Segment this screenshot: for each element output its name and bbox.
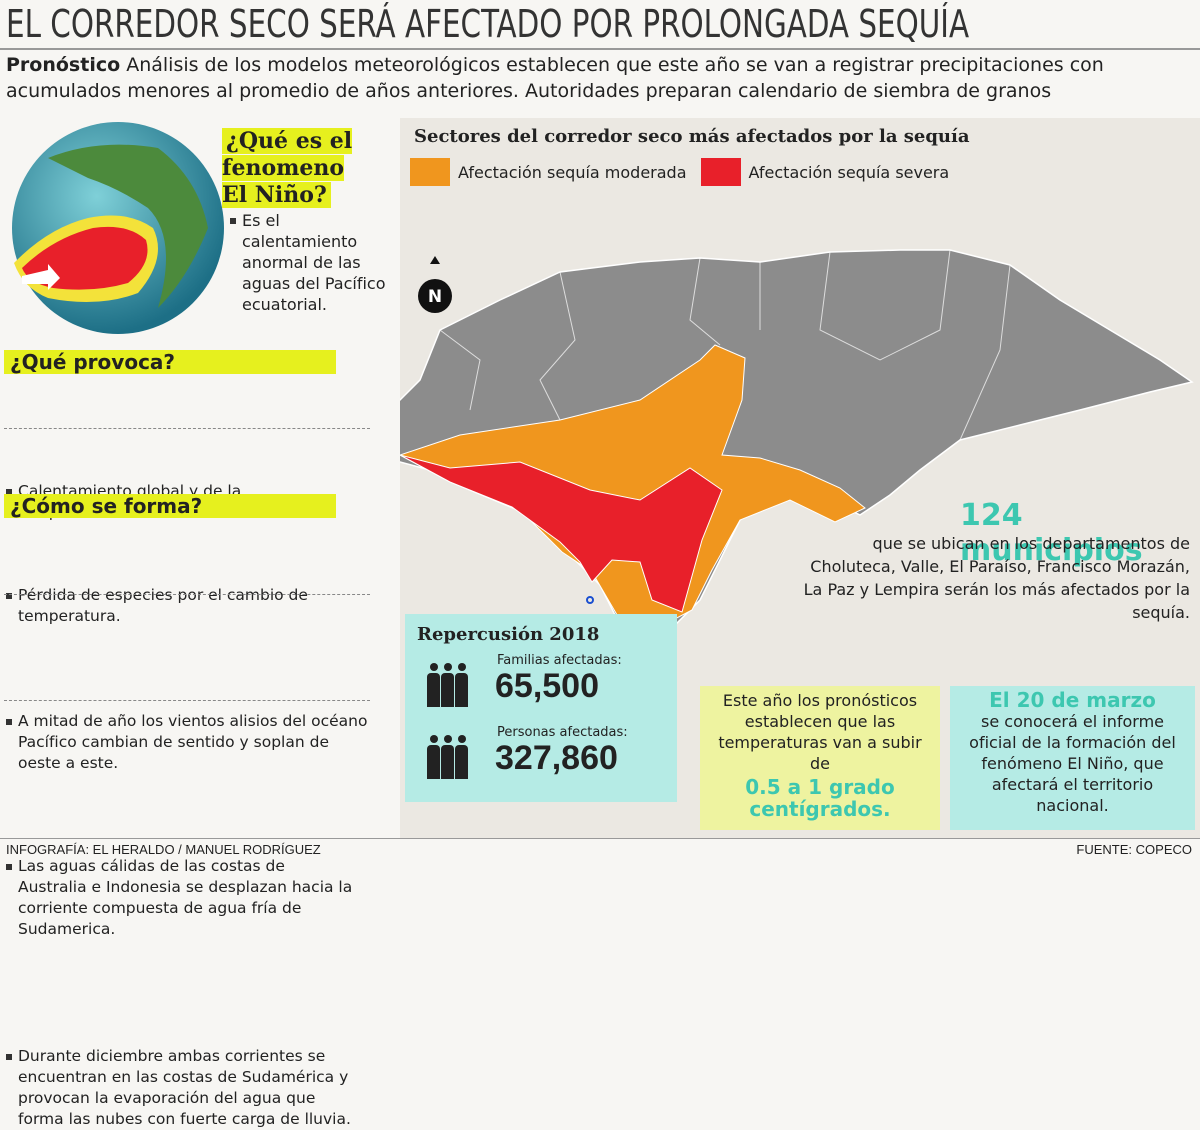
legend: Afectación sequía moderada Afectación seq… bbox=[410, 158, 949, 186]
person-head bbox=[458, 735, 466, 743]
forma-item: A mitad de año los vientos alisios del o… bbox=[4, 711, 368, 774]
person-body bbox=[427, 673, 440, 707]
map-region-severe bbox=[400, 454, 723, 613]
marzo-box: El 20 de marzo se conocerá el informe of… bbox=[950, 686, 1195, 830]
globe bbox=[12, 122, 224, 334]
map-borders bbox=[439, 249, 1011, 441]
stat-row: Personas afectadas: 327,860 bbox=[405, 721, 677, 793]
person-head bbox=[430, 735, 438, 743]
source: FUENTE: COPECO bbox=[1076, 842, 1192, 857]
person-head bbox=[444, 735, 452, 743]
person-body bbox=[427, 745, 440, 779]
lead-text: Análisis de los modelos meteorológicos e… bbox=[6, 54, 1104, 102]
map-island bbox=[586, 596, 594, 604]
person-body bbox=[455, 745, 468, 779]
person-head bbox=[430, 663, 438, 671]
provoca-title-wrap: ¿Qué provoca? bbox=[4, 350, 336, 374]
marzo-text: se conocerá el informe oficial de la for… bbox=[969, 712, 1176, 815]
legend-item: Afectación sequía severa bbox=[700, 158, 950, 186]
repercusion-title: Repercusión 2018 bbox=[417, 624, 600, 645]
stat-value: 65,500 bbox=[495, 667, 599, 705]
legend-swatch bbox=[410, 158, 450, 186]
el-nino-title: ¿Qué es el fenomeno El Niño? bbox=[222, 128, 353, 208]
person-head bbox=[458, 663, 466, 671]
forma-title-wrap: ¿Cómo se forma? bbox=[4, 494, 336, 518]
legend-label: Afectación sequía severa bbox=[748, 162, 950, 182]
stat-label: Familias afectadas: bbox=[497, 653, 622, 668]
forma-title: ¿Cómo se forma? bbox=[4, 494, 336, 518]
stats: Familias afectadas: 65,500 Personas afecta… bbox=[405, 649, 677, 793]
provoca-item: Pérdida de especies por el cambio de tem… bbox=[4, 585, 348, 627]
divider bbox=[0, 48, 1200, 50]
person-body bbox=[455, 673, 468, 707]
credit: INFOGRAFÍA: EL HERALDO / MANUEL RODRÍGUE… bbox=[6, 842, 321, 857]
separator bbox=[4, 700, 370, 701]
compass-label: N bbox=[428, 287, 442, 307]
legend-swatch bbox=[700, 158, 741, 186]
compass bbox=[418, 279, 452, 313]
municipios-headline: 124 municipios bbox=[960, 498, 1143, 568]
lead: Pronóstico Análisis de los modelos meteo… bbox=[6, 52, 1196, 104]
marzo-highlight: El 20 de marzo bbox=[989, 688, 1156, 712]
person-body bbox=[441, 673, 454, 707]
person-head bbox=[444, 663, 452, 671]
forecast-highlight: 0.5 a 1 grado centígrados. bbox=[745, 775, 895, 821]
repercusion-box: Repercusión 2018 Familias afectadas: 65,5… bbox=[405, 614, 677, 802]
provoca-title: ¿Qué provoca? bbox=[4, 350, 336, 374]
separator bbox=[4, 428, 370, 429]
stat-value: 327,860 bbox=[495, 739, 618, 777]
forma-item: Las aguas cálidas de las costas de Austr… bbox=[4, 856, 358, 940]
separator bbox=[4, 594, 370, 595]
legend-item: Afectación sequía moderada bbox=[410, 158, 687, 186]
municipios-text: que se ubican en los departamentos de Ch… bbox=[803, 534, 1190, 622]
legend-label: Afectación sequía moderada bbox=[458, 162, 687, 182]
title: EL CORREDOR SECO SERÁ AFECTADO POR PROLO… bbox=[6, 2, 970, 46]
map: N bbox=[400, 249, 1194, 633]
forecast-box: Este año los pronósticos establecen que … bbox=[700, 686, 940, 830]
divider bbox=[0, 838, 1200, 839]
stat-label: Personas afectadas: bbox=[497, 725, 628, 740]
el-nino-text: Es el calentamiento anormal de las aguas… bbox=[228, 210, 387, 315]
people-icon bbox=[427, 735, 469, 781]
stat-row: Familias afectadas: 65,500 bbox=[405, 649, 677, 721]
people-icon bbox=[427, 663, 469, 709]
lead-label: Pronóstico bbox=[6, 54, 121, 76]
person-body bbox=[441, 745, 454, 779]
forma-item: Durante diciembre ambas corrientes se en… bbox=[4, 1046, 358, 1130]
el-nino-title-wrap: ¿Qué es el fenomeno El Niño? bbox=[222, 128, 364, 209]
compass-arrow bbox=[430, 256, 440, 264]
forecast-text: Este año los pronósticos establecen que … bbox=[718, 691, 922, 773]
map-title: Sectores del corredor seco más afectados… bbox=[414, 126, 970, 147]
